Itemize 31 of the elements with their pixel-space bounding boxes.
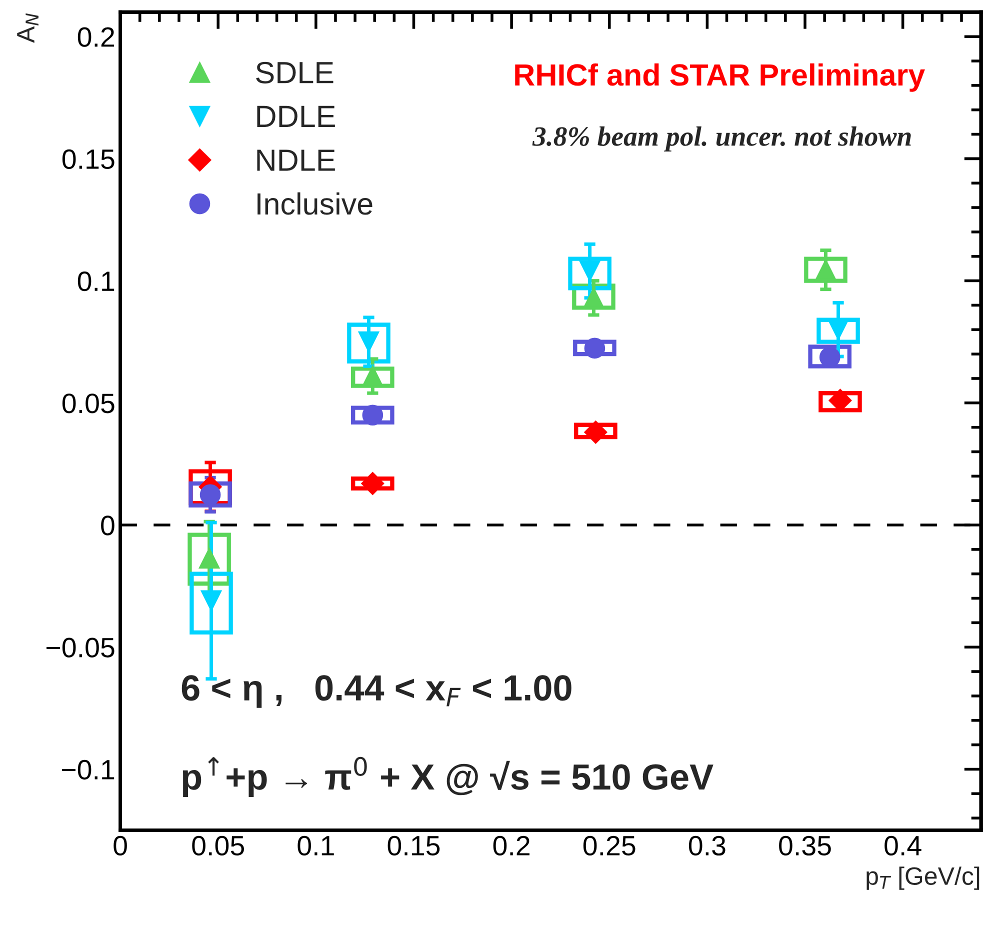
legend-label: DDLE: [257, 106, 335, 127]
legend-label: NDLE: [257, 150, 335, 171]
y-tick-label: −0.1: [62, 760, 114, 780]
legend-label: Inclusive: [258, 192, 372, 215]
legend-label: SDLE: [256, 62, 334, 84]
y-tick-label: 0.2: [78, 27, 114, 47]
y-tick-label: 0.15: [62, 149, 114, 170]
annotation: RHICf and STAR Preliminary: [515, 63, 925, 92]
x-tick-label: 0.05: [192, 836, 244, 856]
x-tick-label: 0.4: [884, 836, 922, 856]
x-axis-title: p$_{T}$ [GeV/c]: [866, 866, 980, 890]
annotation: p$^{↑}$+p → π$^{0}$ + X @ √s = 510 GeV: [182, 756, 714, 797]
x-tick-label: 0.35: [779, 836, 831, 856]
annotation: 6 < η , 0.44 < x$_{F}$ < 1.00: [182, 675, 572, 708]
x-tick-label: 0.15: [388, 836, 440, 856]
y-axis-title: A$_{N}$: [17, 13, 38, 43]
y-tick-label: 0.05: [62, 394, 114, 414]
x-tick-label: 0.2: [493, 836, 530, 856]
point: [828, 388, 852, 412]
point: [584, 420, 608, 444]
y-tick-label: 0.1: [78, 271, 114, 292]
point: [362, 404, 384, 426]
point: [361, 472, 384, 495]
x-tick-label: 0.25: [583, 836, 636, 856]
y-tick-label: 0: [101, 516, 114, 536]
x-tick-label: 0.3: [688, 836, 726, 856]
x-tick-label: 0: [114, 836, 127, 856]
y-tick-label: −0.05: [46, 638, 114, 658]
annotation: 3.8% beam pol. uncer. not shown: [532, 126, 911, 152]
x-tick-label: 0.1: [298, 836, 334, 856]
point: [584, 338, 606, 359]
